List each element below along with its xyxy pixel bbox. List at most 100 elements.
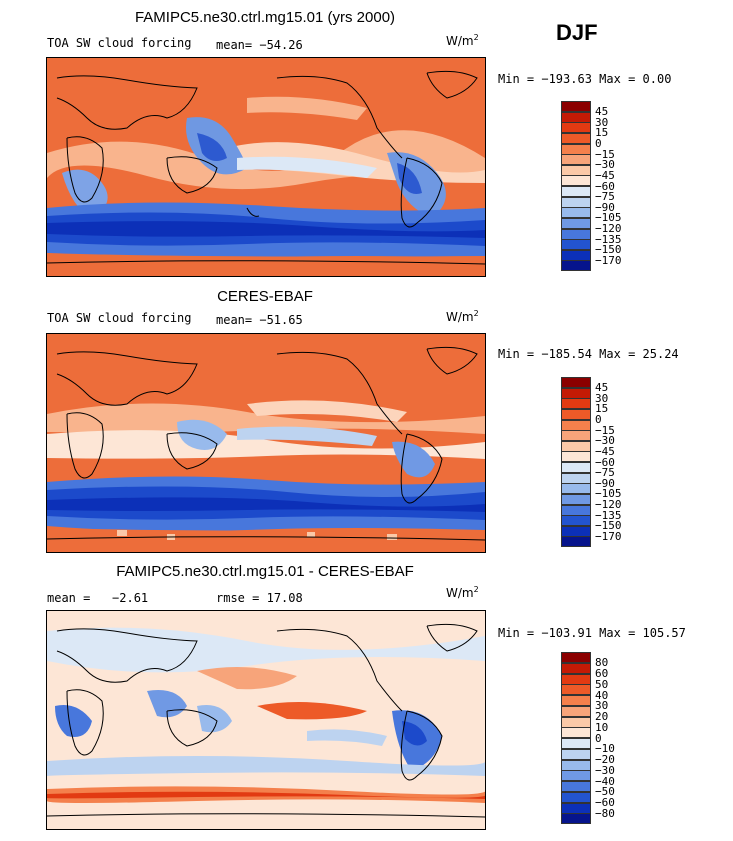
colorbar-tick-label: −40 <box>595 774 615 788</box>
colorbar-tick-label: 30 <box>595 699 609 713</box>
colorbar-tick-label: −170 <box>595 529 622 543</box>
colorbar-tick-label: 45 <box>595 381 609 395</box>
model-units: W/m2 <box>446 33 479 48</box>
obs-map <box>46 333 486 553</box>
model-colorbar: 45 30 15 0 −15 −30 −45 −60 −75 −90 −105 −120 −135 −15… <box>561 101 622 272</box>
colorbar-swatch <box>561 525 591 537</box>
colorbar-swatch <box>561 781 591 792</box>
colorbar-tick-label: −90 <box>595 200 615 214</box>
colorbar-swatch <box>561 143 591 155</box>
diff-min-value: −103.91 <box>541 626 592 640</box>
colorbar-swatch <box>561 260 591 272</box>
diff-rmse-value: 17.08 <box>266 591 303 605</box>
colorbar-swatch <box>561 111 591 123</box>
colorbar-swatch <box>561 228 591 240</box>
colorbar-swatch <box>561 705 591 717</box>
diff-min-label: Min = <box>498 626 535 640</box>
colorbar-tick-label: −105 <box>595 211 622 225</box>
colorbar-tick-label: 80 <box>595 656 609 670</box>
colorbar-tick-label: −45 <box>595 168 615 182</box>
colorbar-tick-label: −75 <box>595 190 615 204</box>
colorbar-swatch <box>561 249 591 261</box>
colorbar-tick-label: 30 <box>595 391 609 405</box>
colorbar-swatch <box>561 536 591 548</box>
colorbar-tick-label: −135 <box>595 508 622 522</box>
diff-map-field <box>47 611 485 829</box>
obs-min-value: −185.54 <box>541 347 592 361</box>
diff-panel-title: FAMIPC5.ne30.ctrl.mg15.01 - CERES-EBAF <box>116 563 414 580</box>
colorbar-swatch <box>561 462 591 473</box>
diff-units: W/m2 <box>446 585 479 600</box>
colorbar-swatch <box>561 186 591 197</box>
diff-max-label: Max = <box>599 626 636 640</box>
colorbar-tick-label: 60 <box>595 667 609 680</box>
colorbar-tick-label: 10 <box>595 720 609 734</box>
model-min-value: −193.63 <box>541 72 592 86</box>
colorbar-swatch <box>561 377 591 388</box>
colorbar-swatch <box>561 472 591 484</box>
obs-units: W/m2 <box>446 309 479 324</box>
colorbar-tick-label: 15 <box>595 402 609 416</box>
model-map <box>46 57 486 277</box>
colorbar-swatch <box>561 440 591 452</box>
colorbar-tick-label: −50 <box>595 785 615 799</box>
colorbar-swatch <box>561 716 591 728</box>
colorbar-swatch <box>561 419 591 431</box>
obs-colorbar: 45 30 15 0 −15 −30 −45 −60 −75 −90 −105 −120 −135 −15… <box>561 377 622 548</box>
colorbar-tick-label: −120 <box>595 498 622 511</box>
colorbar-tick-label: 0 <box>595 731 602 745</box>
diff-rmse-label: rmse = <box>216 591 260 605</box>
colorbar-tick-label: −105 <box>595 487 622 501</box>
colorbar-tick-label: −30 <box>595 434 615 448</box>
colorbar-swatch <box>561 738 591 749</box>
colorbar-swatch <box>561 101 591 112</box>
colorbar-tick-label: −90 <box>595 476 615 490</box>
obs-mean-value: −51.65 <box>259 313 303 327</box>
colorbar-swatch <box>561 695 591 706</box>
model-map-field <box>47 58 485 276</box>
colorbar-tick-label: 0 <box>595 137 602 150</box>
colorbar-swatch <box>561 791 591 803</box>
colorbar-swatch <box>561 430 591 442</box>
model-max-label: Max = <box>599 72 636 86</box>
colorbar-swatch <box>561 770 591 782</box>
colorbar-swatch <box>561 154 591 166</box>
colorbar-tick-label: −80 <box>595 806 615 820</box>
colorbar-swatch <box>561 802 591 814</box>
colorbar-tick-label: 50 <box>595 677 609 691</box>
colorbar-tick-label: −60 <box>595 179 615 193</box>
colorbar-tick-label: −150 <box>595 243 622 257</box>
colorbar-tick-label: −15 <box>595 423 615 437</box>
colorbar-swatch <box>561 759 591 771</box>
colorbar-tick-label: −60 <box>595 796 615 809</box>
colorbar-swatch <box>561 493 591 505</box>
colorbar-swatch <box>561 387 591 399</box>
colorbar-swatch <box>561 727 591 739</box>
colorbar-swatch <box>561 748 591 760</box>
season-label: DJF <box>556 20 598 45</box>
obs-panel-title: CERES-EBAF <box>217 288 313 305</box>
obs-min-label: Min = <box>498 347 535 361</box>
colorbar-swatch <box>561 451 591 463</box>
diff-mean-readout: mean = −2.61 <box>47 591 149 605</box>
colorbar-swatch <box>561 196 591 208</box>
colorbar-tick-label: −20 <box>595 753 615 766</box>
colorbar-swatch <box>561 684 591 696</box>
colorbar-tick-label: 40 <box>595 688 609 702</box>
colorbar-swatch <box>561 652 591 663</box>
obs-mean-label: mean= <box>216 313 253 327</box>
model-mean-readout: mean= −54.26 <box>216 38 303 52</box>
colorbar-tick-label: 15 <box>595 126 609 140</box>
model-min-label: Min = <box>498 72 535 86</box>
diff-map <box>46 610 486 830</box>
obs-mean-readout: mean= −51.65 <box>216 313 303 327</box>
obs-variable-label: TOA SW cloud forcing <box>47 311 192 325</box>
diff-minmax-readout: Min = −103.91 Max = 105.57 <box>498 626 686 640</box>
obs-minmax-readout: Min = −185.54 Max = 25.24 <box>498 347 679 361</box>
obs-max-value: 25.24 <box>642 347 679 361</box>
colorbar-swatch <box>561 164 591 176</box>
colorbar-swatch <box>561 175 591 187</box>
colorbar-tick-label: 45 <box>595 105 609 119</box>
model-max-value: 0.00 <box>642 72 672 86</box>
model-minmax-readout: Min = −193.63 Max = 0.00 <box>498 72 671 86</box>
